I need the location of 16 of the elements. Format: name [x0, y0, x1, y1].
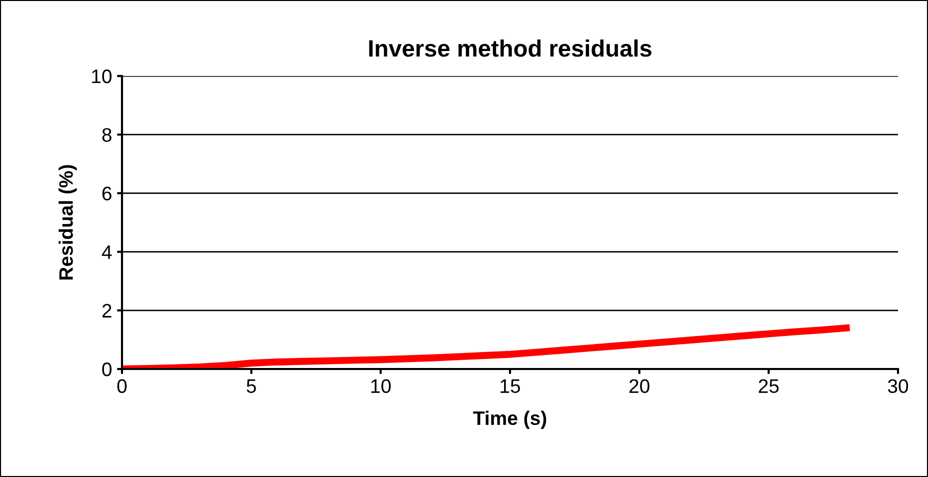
y-tick-label: 10	[92, 69, 112, 84]
y-tick-label: 2	[102, 304, 112, 318]
x-tick-label: 30	[888, 379, 908, 394]
x-tick-label: 0	[117, 379, 127, 394]
y-tick-label: 6	[102, 186, 112, 200]
chart-title: Inverse method residuals	[369, 39, 652, 57]
x-axis-title: Time (s)	[473, 410, 546, 429]
y-tick-label: 8	[102, 128, 112, 142]
x-tick-label: 20	[630, 379, 650, 394]
x-tick-label: 10	[371, 379, 391, 394]
y-axis-title: Residual (%)	[58, 165, 77, 280]
y-tick-label: 4	[102, 245, 112, 259]
x-tick-label: 15	[500, 379, 520, 394]
x-tick-label: 25	[758, 379, 779, 394]
y-tick-label: 0	[102, 362, 112, 376]
x-tick-label: 5	[246, 379, 256, 394]
